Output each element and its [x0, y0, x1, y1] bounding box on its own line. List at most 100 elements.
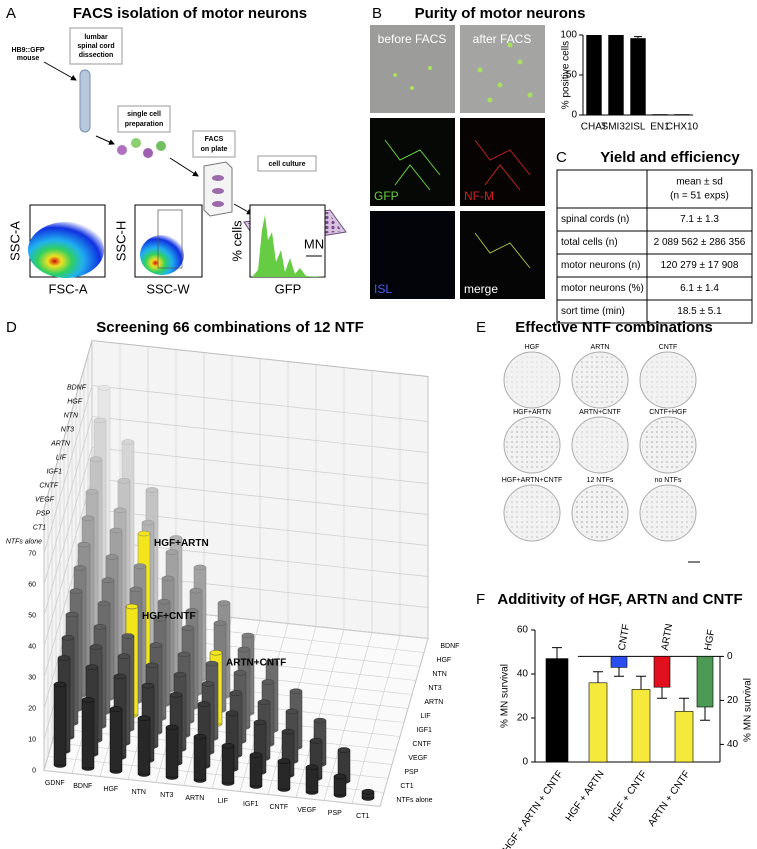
cylinder-top — [109, 527, 123, 534]
gate — [157, 209, 183, 269]
y-tick-label: 50 — [28, 612, 36, 619]
cylinder-top — [285, 708, 299, 715]
micrograph — [460, 118, 545, 206]
cylinder-top — [137, 715, 151, 721]
cylinder-top — [277, 758, 291, 764]
cylinder-top — [109, 706, 123, 712]
panel-title: Yield and efficiency — [600, 149, 740, 166]
depth-label: VEGF — [35, 496, 55, 503]
step-label: dissection — [79, 52, 114, 59]
well-label: CNTF+HGF — [649, 409, 687, 416]
bar — [674, 114, 690, 115]
depth-label: VEGF — [408, 755, 427, 762]
cylinder-top — [249, 752, 263, 758]
cylinder-top — [229, 690, 243, 696]
well — [212, 188, 224, 194]
cylinder-top — [241, 632, 255, 639]
cylinder-body — [137, 717, 151, 775]
cylinder-top — [189, 587, 203, 594]
well-label: HGF+ARTN+CNTF — [502, 477, 563, 484]
cylinder — [249, 752, 263, 789]
well-cells — [574, 354, 626, 406]
table-cell: 120 279 ± 17 908 — [661, 260, 739, 271]
panel-label: E — [476, 319, 486, 336]
x-tick-label: GDNF — [45, 780, 65, 787]
y-tick-label: 0 — [571, 110, 577, 121]
cylinder-top — [93, 624, 107, 630]
cylinder-top — [289, 688, 303, 694]
y-tick-label: 0 — [522, 757, 528, 768]
well-label: HGF+ARTN — [513, 409, 551, 416]
depth-label: NTFs alone — [6, 538, 42, 545]
step-box — [117, 105, 171, 133]
cylinder-top — [257, 699, 271, 705]
arrow — [43, 61, 77, 81]
image-label: before FACS — [378, 32, 447, 46]
cylinder — [193, 733, 207, 783]
x-tick-label: ARTN + CNTF — [646, 769, 692, 829]
y-tick-label: 60 — [517, 625, 529, 636]
cylinder-top — [121, 633, 135, 639]
cylinder — [109, 706, 123, 774]
panel-label: F — [476, 591, 485, 608]
table-cell: total cells (n) — [561, 237, 618, 248]
cylinder-top — [145, 662, 159, 669]
step-label: on plate — [201, 146, 228, 153]
cylinder-top — [193, 564, 207, 571]
cylinder-top — [237, 646, 251, 653]
x-tick-label: ISL — [630, 122, 645, 133]
cylinder-body — [249, 754, 263, 787]
cylinder-top — [113, 673, 127, 680]
image-label: ISL — [374, 282, 392, 296]
panel-label: B — [372, 5, 382, 22]
cylinder-top — [165, 724, 179, 731]
error-bar — [552, 647, 562, 659]
bar — [652, 114, 668, 115]
cylinder-top — [73, 565, 87, 571]
cylinder-top — [333, 773, 347, 780]
table-cell: 2 089 562 ± 286 356 — [654, 237, 746, 248]
y-tick-label: 20 — [517, 713, 529, 724]
cell — [156, 141, 166, 151]
micrograph — [460, 25, 545, 113]
cylinder-body — [81, 699, 95, 769]
mouse-label: mouse — [17, 55, 40, 62]
x-tick-label: NT3 — [160, 792, 173, 799]
table-cell: motor neurons (%) — [561, 283, 644, 294]
depth-label: CNTF — [39, 482, 58, 489]
y-tick-label: 50 — [566, 70, 578, 81]
cylinder-top — [165, 549, 179, 555]
table-cell: spinal cords (n) — [561, 214, 629, 225]
y-tick-label: 30 — [28, 674, 36, 681]
cylinder-top — [97, 385, 111, 391]
axis-label: FSC-A — [49, 281, 88, 296]
step-label: FACS — [205, 136, 224, 143]
well-cells — [574, 419, 626, 471]
cylinder-top — [205, 660, 219, 667]
cylinder — [81, 697, 95, 771]
well-label: CNTF — [659, 344, 678, 351]
cylinder-top — [93, 417, 107, 424]
cylinder-top — [121, 439, 135, 445]
micrograph — [370, 25, 455, 113]
cylinder-top — [81, 697, 95, 703]
mouse-label: HB9::GFP — [11, 47, 44, 54]
cylinder — [305, 764, 319, 795]
image-label: NF-M — [464, 189, 494, 203]
depth-label: CT1 — [400, 783, 413, 790]
cylinder-top — [253, 719, 267, 726]
table: mean ± sd (n = 51 exps) spinal cords (n) 7.… — [556, 169, 753, 324]
cylinder-top — [57, 655, 71, 661]
cylinder-top — [153, 616, 167, 622]
axis-label: SSC-A — [7, 221, 22, 261]
error-bar — [636, 675, 646, 690]
x-tick-label: CHAT — [581, 122, 607, 133]
y-tick-label: 10 — [28, 736, 36, 743]
y-tick-label: 40 — [28, 643, 36, 650]
well-cells — [574, 487, 626, 539]
panel-label: A — [6, 5, 16, 22]
annotation: HGF+ARTN — [154, 538, 209, 549]
cylinder-body — [333, 776, 347, 796]
cylinder-body — [221, 745, 235, 784]
